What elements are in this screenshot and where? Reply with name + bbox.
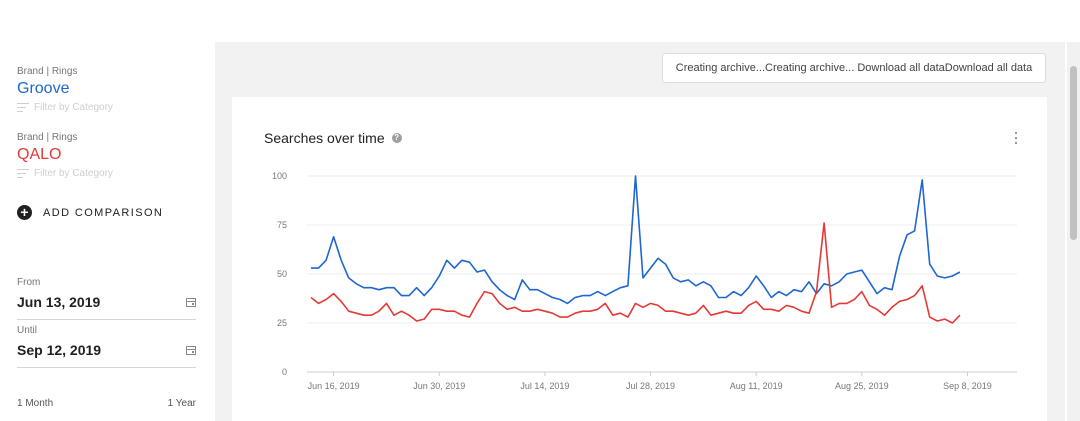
series-line-qalo [310, 222, 961, 324]
filter-icon [17, 169, 29, 179]
scrollbar[interactable] [1067, 42, 1080, 421]
help-icon[interactable]: ? [391, 133, 402, 143]
add-comparison-button[interactable]: + ADD COMPARISON [17, 205, 163, 220]
y-tick-label: 0 [282, 367, 287, 377]
download-all-data-button[interactable]: Creating archive...Creating archive... D… [662, 53, 1046, 83]
from-date-value[interactable]: Jun 13, 2019 [17, 294, 101, 310]
filter-label: Filter by Category [34, 168, 113, 179]
more-menu-icon[interactable] [1014, 131, 1018, 145]
until-label: Until [17, 325, 38, 336]
calendar-icon[interactable] [186, 297, 196, 307]
from-date-field[interactable]: From Jun 13, 2019 [17, 277, 196, 320]
range-max-label: 1 Year [167, 398, 196, 409]
searches-chart: 0 25 50 75 100 Jun 16, 2019 Jun 30, 2019 Jul 14… [272, 171, 1017, 391]
add-comparison-label: ADD COMPARISON [43, 206, 164, 219]
range-min-label: 1 Month [17, 398, 54, 409]
x-tick-label: Jul 14, 2019 [520, 381, 569, 391]
main-panel: Creating archive...Creating archive... D… [215, 42, 1065, 421]
card-title: Searches over time ? [264, 130, 402, 146]
filter-label: Filter by Category [34, 102, 113, 113]
y-tick-label: 75 [277, 220, 287, 230]
x-tick-label: Aug 11, 2019 [730, 381, 783, 391]
x-tick-label: Jun 16, 2019 [308, 381, 360, 391]
calendar-icon[interactable] [186, 345, 196, 355]
from-label: From [17, 277, 41, 288]
x-tick-label: Jun 30, 2019 [413, 381, 465, 391]
brand-category: Brand | Rings [17, 132, 78, 143]
chart-title: Searches over time [264, 130, 385, 146]
y-tick-label: 100 [272, 171, 287, 181]
y-tick-label: 25 [277, 318, 287, 328]
scrollbar-thumb[interactable] [1070, 66, 1077, 240]
brand-category: Brand | Rings [17, 66, 78, 77]
x-tick-label: Jul 28, 2019 [626, 381, 675, 391]
until-date-value[interactable]: Sep 12, 2019 [17, 342, 102, 358]
y-tick-label: 50 [277, 269, 287, 279]
range-slider-labels[interactable]: 1 Month 1 Year [17, 398, 196, 409]
x-tick-label: Aug 25, 2019 [835, 381, 889, 391]
sidebar: Brand | Rings Groove Filter by Category … [0, 0, 215, 421]
filter-icon [17, 103, 29, 113]
filter-by-category[interactable]: Filter by Category [17, 168, 113, 179]
brand-name[interactable]: QALO [17, 146, 62, 163]
filter-by-category[interactable]: Filter by Category [17, 102, 113, 113]
brand-groove[interactable]: Brand | Rings Groove Filter by Category [17, 66, 113, 113]
x-tick-label: Sep 8, 2019 [943, 381, 992, 391]
chart-card: 0 25 50 75 100 Jun 16, 2019 Jun 30, 2019 Jul 14… [232, 97, 1047, 421]
until-date-field[interactable]: Until Sep 12, 2019 [17, 325, 196, 368]
plus-icon: + [17, 205, 32, 220]
brand-qalo[interactable]: Brand | Rings QALO Filter by Category [17, 132, 113, 179]
series-line-groove [311, 175, 961, 305]
brand-name[interactable]: Groove [17, 80, 70, 97]
